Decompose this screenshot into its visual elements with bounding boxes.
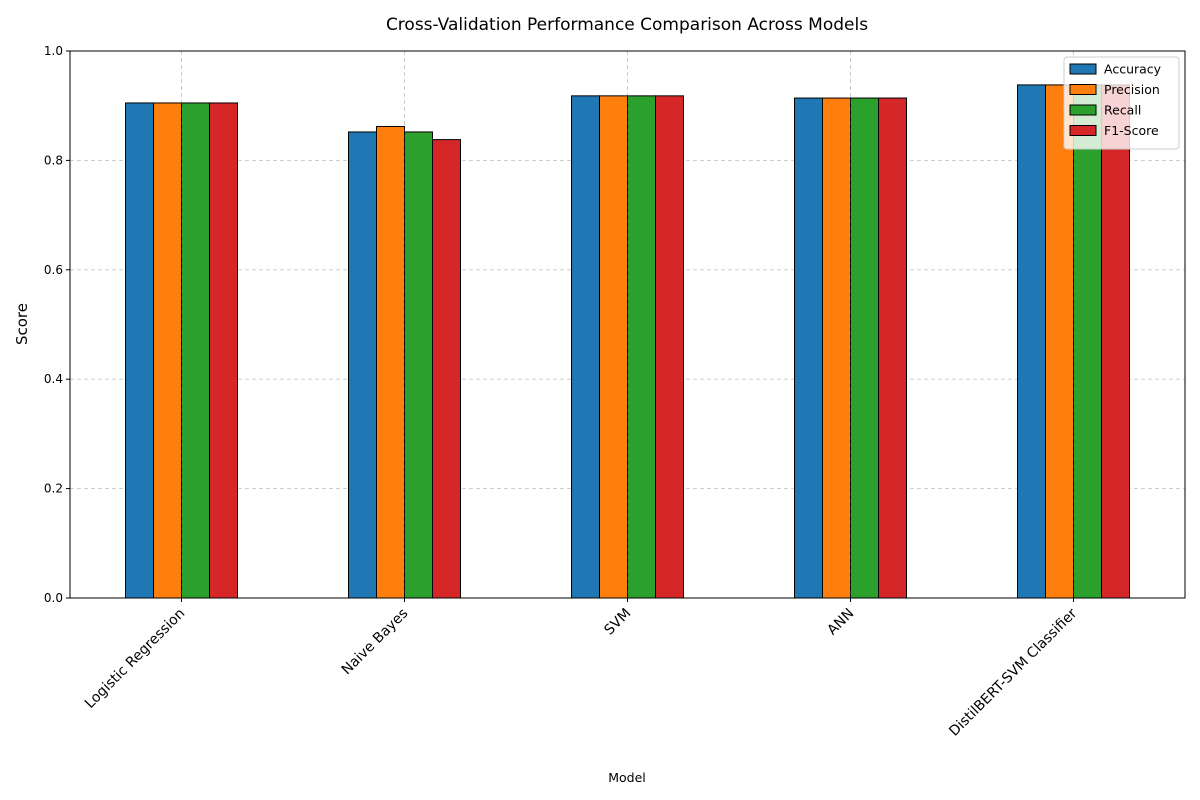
bar-precision [822,97,851,599]
bar-recall [627,95,656,599]
legend-label: Precision [1104,82,1160,97]
bar-f1-score [1101,84,1130,599]
bar-accuracy [794,97,823,599]
legend-swatch [1069,84,1097,95]
bar-accuracy [571,95,600,599]
y-tick-label: 1.0 [44,44,63,58]
legend-swatch [1069,125,1097,136]
legend-label: Accuracy [1104,62,1162,77]
bar-f1-score [655,95,684,599]
bar-precision [153,102,182,599]
bar-f1-score [878,97,907,599]
x-axis-title: Model [608,770,646,785]
vertical-grid-layer [181,51,1074,598]
bar-precision [376,125,405,599]
legend-swatch [1069,63,1097,75]
legend-label: F1-Score [1104,123,1159,138]
y-tick-label: 0.2 [44,482,63,496]
bar-accuracy [125,102,154,599]
y-tick-label: 0.8 [44,153,63,167]
legend-swatch [1069,104,1097,116]
bar-recall [181,102,210,599]
bar-f1-score [209,102,238,599]
bar-precision [599,95,628,599]
bar-recall [1073,84,1102,599]
bar-recall [850,97,879,599]
legend-label: Recall [1104,103,1141,118]
bars-layer [125,84,1130,599]
bar-recall [404,131,433,599]
y-tick-label: 0.0 [44,591,63,605]
bar-f1-score [432,139,461,599]
bar-precision [1045,84,1074,599]
bar-accuracy [1017,84,1046,599]
legend: Accuracy Precision Recall F1-Score [1063,56,1180,150]
y-axis-title: Score [13,303,31,345]
y-tick-label: 0.6 [44,263,63,277]
chart-title: Cross-Validation Performance Comparison … [386,15,868,35]
y-axis: 0.0 0.2 0.4 0.6 0.8 1.0 [44,44,70,605]
y-tick-label: 0.4 [44,372,63,386]
bar-accuracy [348,131,377,599]
